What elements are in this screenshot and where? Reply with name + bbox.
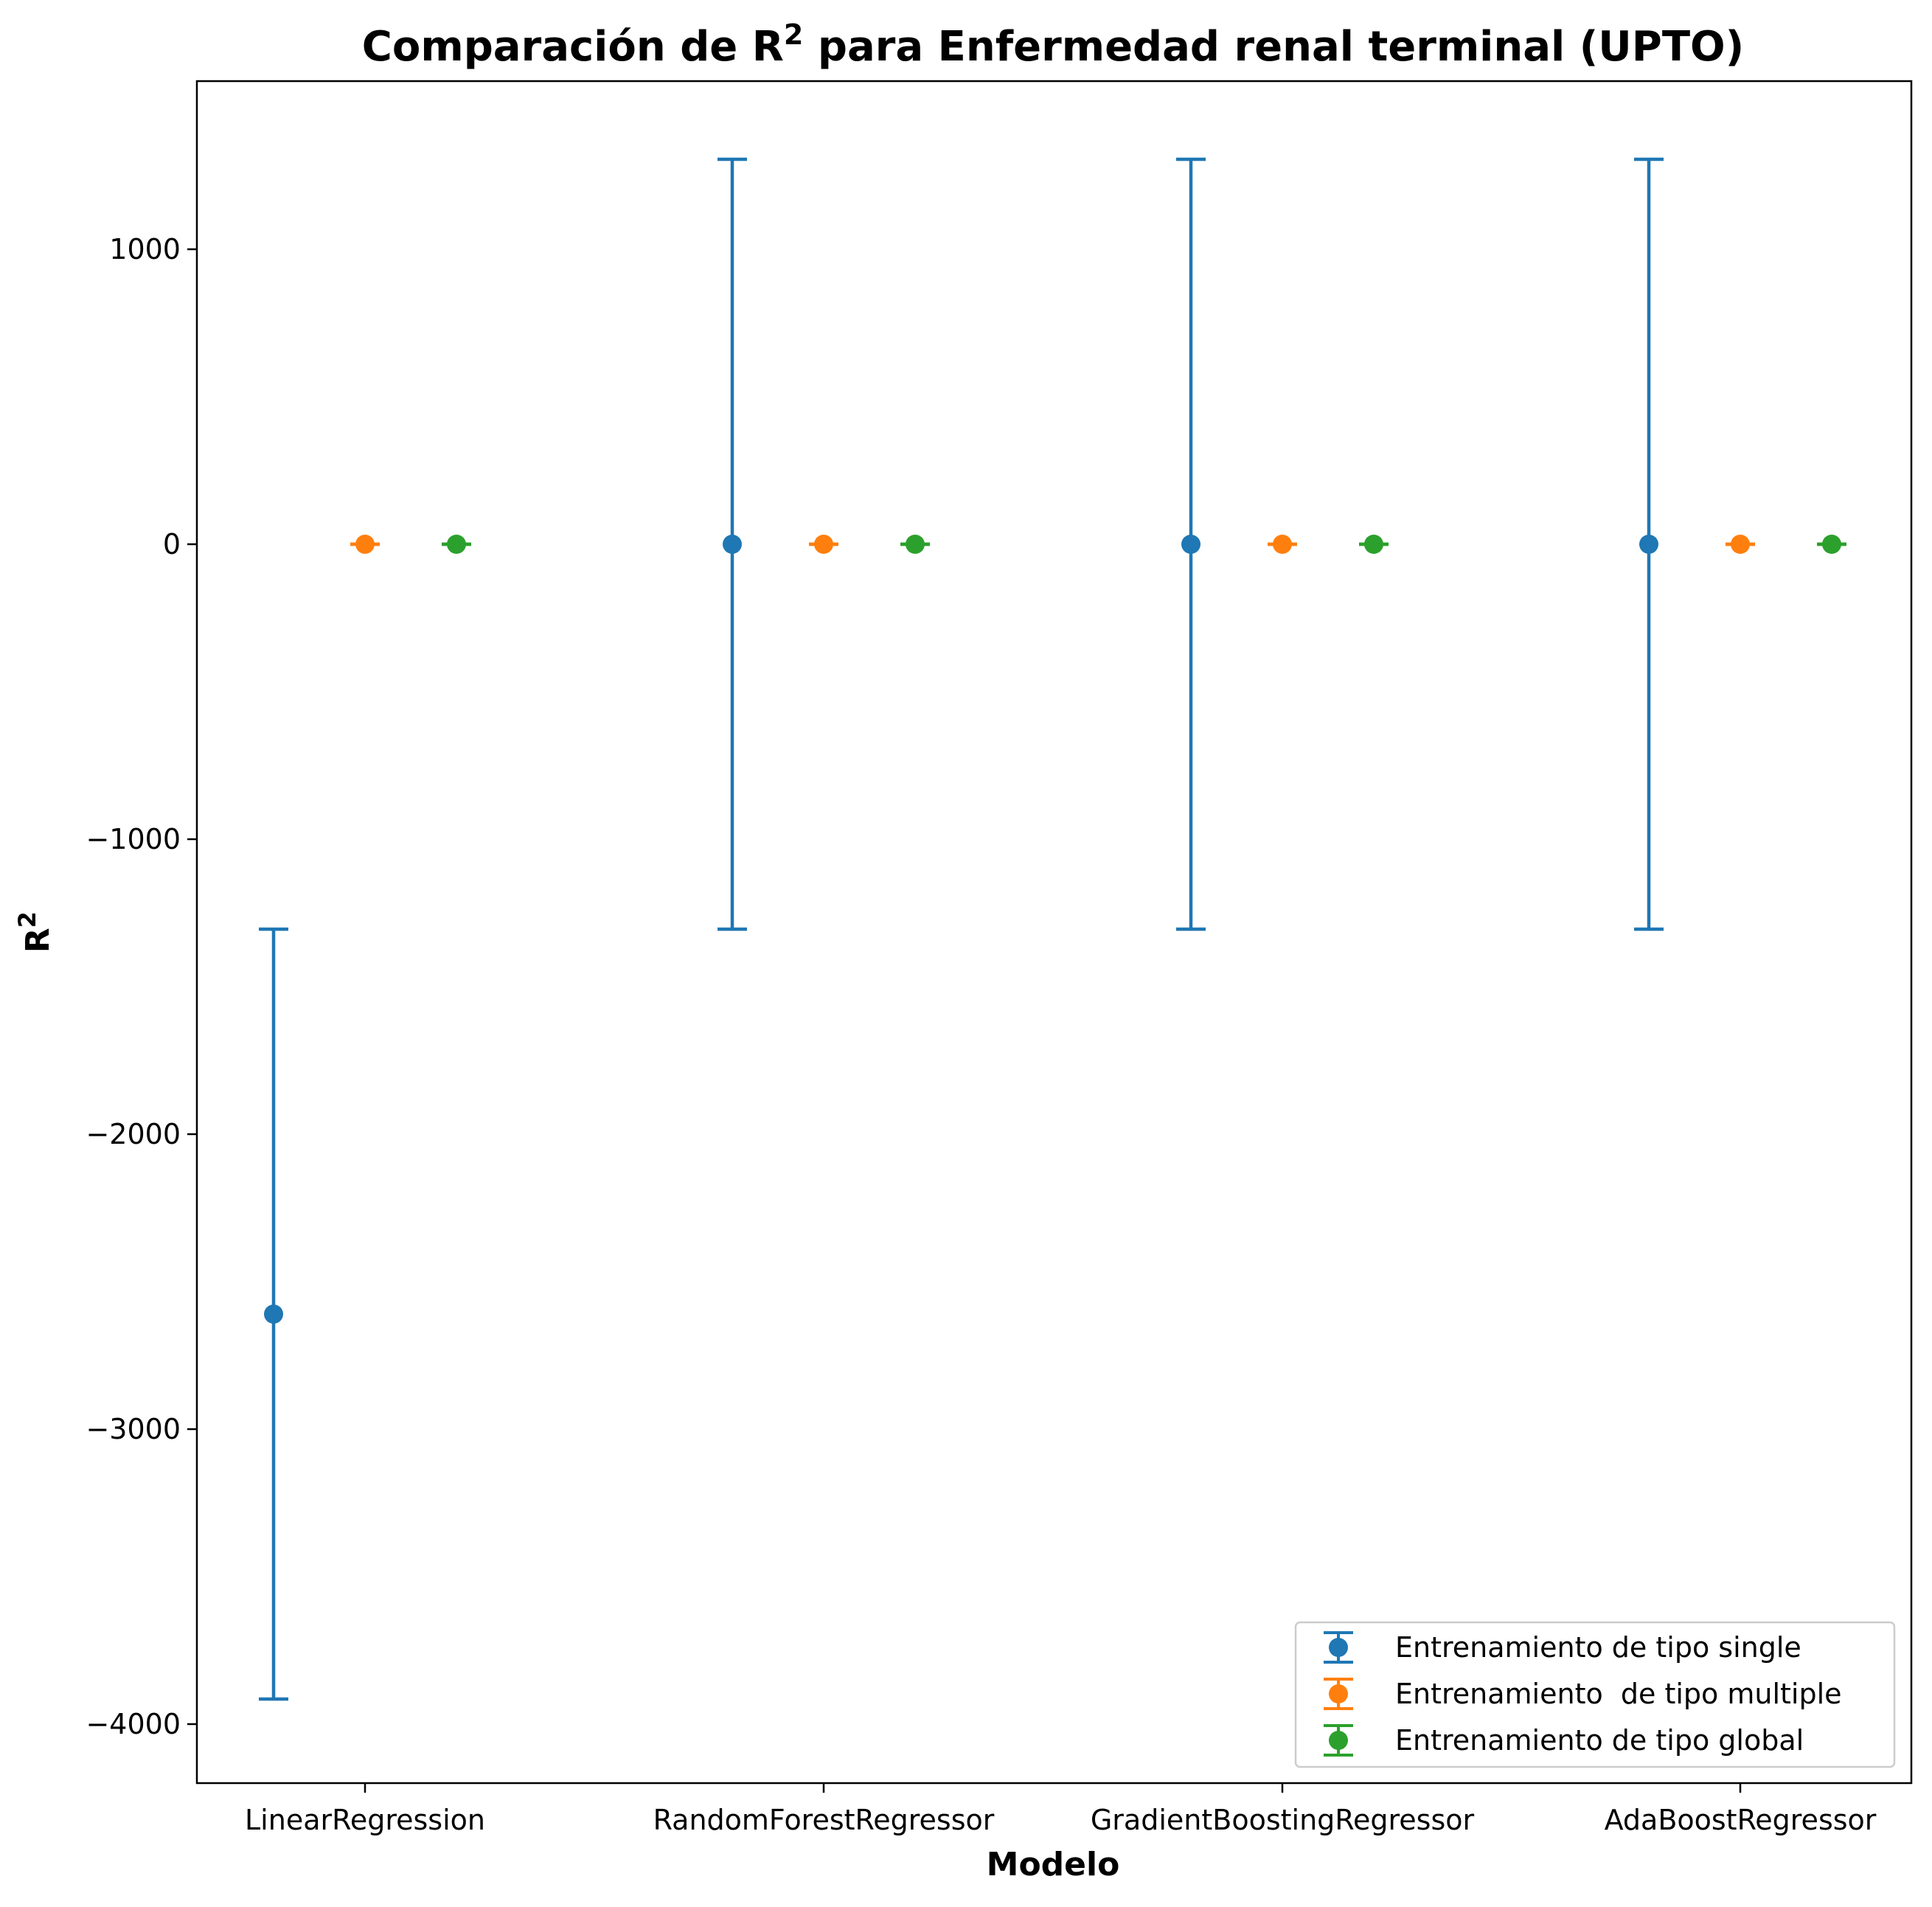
legend-entry: Entrenamiento de tipo global bbox=[1324, 1724, 1804, 1757]
legend-label: Entrenamiento de tipo global bbox=[1395, 1724, 1804, 1757]
legend-entry: Entrenamiento de tipo multiple bbox=[1324, 1678, 1842, 1710]
y-tick-label: −3000 bbox=[86, 1413, 181, 1445]
errorbar-point bbox=[1817, 535, 1846, 554]
data-point bbox=[1822, 535, 1841, 554]
legend: Entrenamiento de tipo single Entrenamient… bbox=[1294, 1621, 1896, 1768]
data-point bbox=[1731, 535, 1750, 554]
legend-box bbox=[1294, 1621, 1896, 1768]
data-point bbox=[264, 1305, 283, 1324]
errorbar-point bbox=[1359, 535, 1389, 554]
data-point bbox=[447, 535, 466, 554]
legend-marker bbox=[1329, 1684, 1348, 1703]
x-tick-label: AdaBoostRegressor bbox=[1605, 1804, 1877, 1836]
data-point bbox=[723, 535, 742, 554]
x-axis: LinearRegression RandomForestRegressor Gra… bbox=[245, 1783, 1877, 1836]
data-point bbox=[1364, 535, 1383, 554]
y-axis: 1000 0 −1000 −2000 −3000 −4000 bbox=[86, 233, 197, 1740]
errorbar-point bbox=[259, 927, 288, 1701]
y-tick-label: −2000 bbox=[86, 1118, 181, 1150]
legend-entry: Entrenamiento de tipo single bbox=[1324, 1631, 1801, 1664]
legend-label: Entrenamiento de tipo multiple bbox=[1395, 1678, 1842, 1710]
legend-label: Entrenamiento de tipo single bbox=[1395, 1631, 1801, 1664]
legend-marker bbox=[1329, 1731, 1348, 1750]
y-tick-label: −1000 bbox=[86, 823, 181, 855]
y-tick-label: 0 bbox=[163, 528, 181, 560]
y-tick-label: 1000 bbox=[109, 233, 181, 265]
x-tick-label: RandomForestRegressor bbox=[653, 1804, 995, 1836]
plot-area bbox=[259, 157, 1846, 1701]
chart-title: Comparación de R2 para Enfermedad renal … bbox=[362, 18, 1744, 71]
errorbar-point bbox=[1176, 157, 1206, 931]
errorbar-point bbox=[350, 535, 380, 554]
data-point bbox=[1639, 535, 1658, 554]
data-point bbox=[906, 535, 925, 554]
errorbar-point bbox=[442, 535, 471, 554]
data-point bbox=[1181, 535, 1200, 554]
y-tick-label: −4000 bbox=[86, 1708, 181, 1740]
errorbar-point bbox=[809, 535, 838, 554]
data-point bbox=[814, 535, 833, 554]
errorbar-point bbox=[1268, 535, 1297, 554]
x-axis-label: Modelo bbox=[987, 1846, 1120, 1883]
x-tick-label: GradientBoostingRegressor bbox=[1091, 1804, 1475, 1836]
axes-frame bbox=[195, 80, 1913, 1785]
errorbar-point bbox=[900, 535, 930, 554]
legend-marker bbox=[1329, 1638, 1348, 1657]
errorbar-point bbox=[1726, 535, 1755, 554]
errorbar-point bbox=[717, 157, 747, 931]
data-point bbox=[355, 535, 375, 554]
errorbar-point bbox=[1634, 157, 1664, 931]
x-tick-label: LinearRegression bbox=[245, 1804, 485, 1836]
data-point bbox=[1273, 535, 1292, 554]
y-axis-label: R2 bbox=[13, 911, 57, 953]
